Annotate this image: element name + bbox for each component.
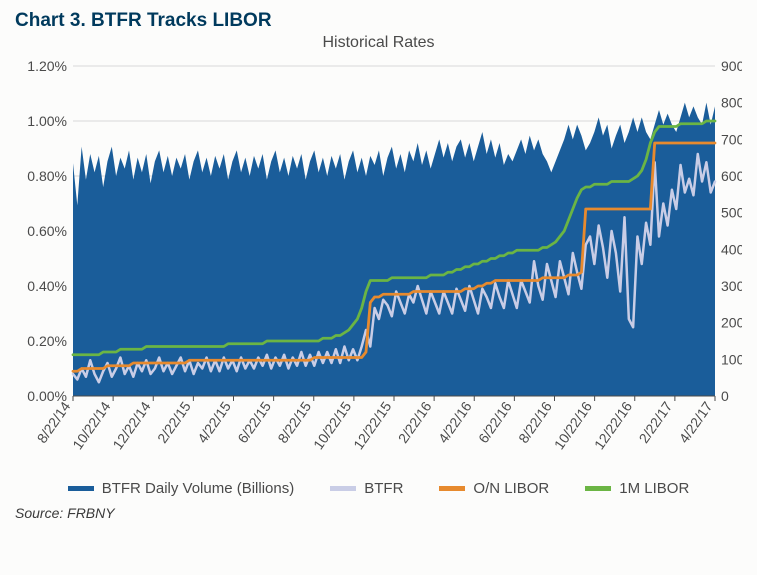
svg-text:8/22/15: 8/22/15 [274, 398, 314, 446]
svg-text:6/22/16: 6/22/16 [475, 398, 515, 446]
svg-text:200: 200 [721, 315, 742, 331]
legend-label-volume: BTFR Daily Volume (Billions) [102, 480, 295, 497]
svg-text:10/22/16: 10/22/16 [551, 398, 595, 452]
legend-label-on-libor: O/N LIBOR [473, 480, 549, 497]
svg-text:900: 900 [721, 58, 742, 74]
legend-item-volume: BTFR Daily Volume (Billions) [68, 480, 295, 497]
svg-text:0.20%: 0.20% [27, 333, 67, 349]
chart-legend: BTFR Daily Volume (Billions) BTFR O/N LI… [15, 480, 742, 497]
chart-plot-area: 0.00%0.20%0.40%0.60%0.80%1.00%1.20%01002… [15, 56, 742, 476]
svg-text:6/22/15: 6/22/15 [234, 398, 274, 446]
legend-swatch-on-libor [439, 486, 465, 491]
svg-text:4/22/15: 4/22/15 [194, 398, 234, 446]
legend-swatch-btfr [330, 486, 356, 491]
svg-text:4/22/16: 4/22/16 [435, 398, 475, 446]
legend-item-1m-libor: 1M LIBOR [585, 480, 689, 497]
legend-item-btfr: BTFR [330, 480, 403, 497]
svg-text:100: 100 [721, 351, 742, 367]
svg-text:0: 0 [721, 388, 729, 404]
svg-text:700: 700 [721, 131, 742, 147]
svg-text:12/22/15: 12/22/15 [350, 398, 394, 452]
svg-text:0.40%: 0.40% [27, 278, 67, 294]
svg-text:8/22/14: 8/22/14 [34, 398, 74, 446]
svg-text:2/22/16: 2/22/16 [395, 398, 435, 446]
svg-text:2/22/17: 2/22/17 [635, 398, 675, 446]
svg-text:400: 400 [721, 241, 742, 257]
svg-text:12/22/16: 12/22/16 [591, 398, 635, 452]
svg-text:300: 300 [721, 278, 742, 294]
svg-text:8/22/16: 8/22/16 [515, 398, 555, 446]
svg-text:12/22/14: 12/22/14 [109, 398, 153, 452]
legend-label-btfr: BTFR [364, 480, 403, 497]
svg-text:800: 800 [721, 95, 742, 111]
svg-text:0.80%: 0.80% [27, 168, 67, 184]
chart-svg: 0.00%0.20%0.40%0.60%0.80%1.00%1.20%01002… [15, 56, 742, 476]
svg-text:10/22/14: 10/22/14 [69, 398, 113, 452]
svg-text:1.20%: 1.20% [27, 58, 67, 74]
chart-source: Source: FRBNY [15, 505, 742, 521]
chart-title: Chart 3. BTFR Tracks LIBOR [15, 10, 742, 32]
chart-subtitle: Historical Rates [15, 34, 742, 52]
legend-swatch-1m-libor [585, 486, 611, 491]
svg-text:4/22/17: 4/22/17 [676, 398, 716, 446]
svg-text:0.60%: 0.60% [27, 223, 67, 239]
svg-text:10/22/15: 10/22/15 [310, 398, 354, 452]
svg-text:1.00%: 1.00% [27, 113, 67, 129]
svg-text:500: 500 [721, 205, 742, 221]
legend-label-1m-libor: 1M LIBOR [619, 480, 689, 497]
legend-item-on-libor: O/N LIBOR [439, 480, 549, 497]
legend-swatch-volume [68, 486, 94, 491]
svg-text:600: 600 [721, 168, 742, 184]
svg-text:2/22/15: 2/22/15 [154, 398, 194, 446]
